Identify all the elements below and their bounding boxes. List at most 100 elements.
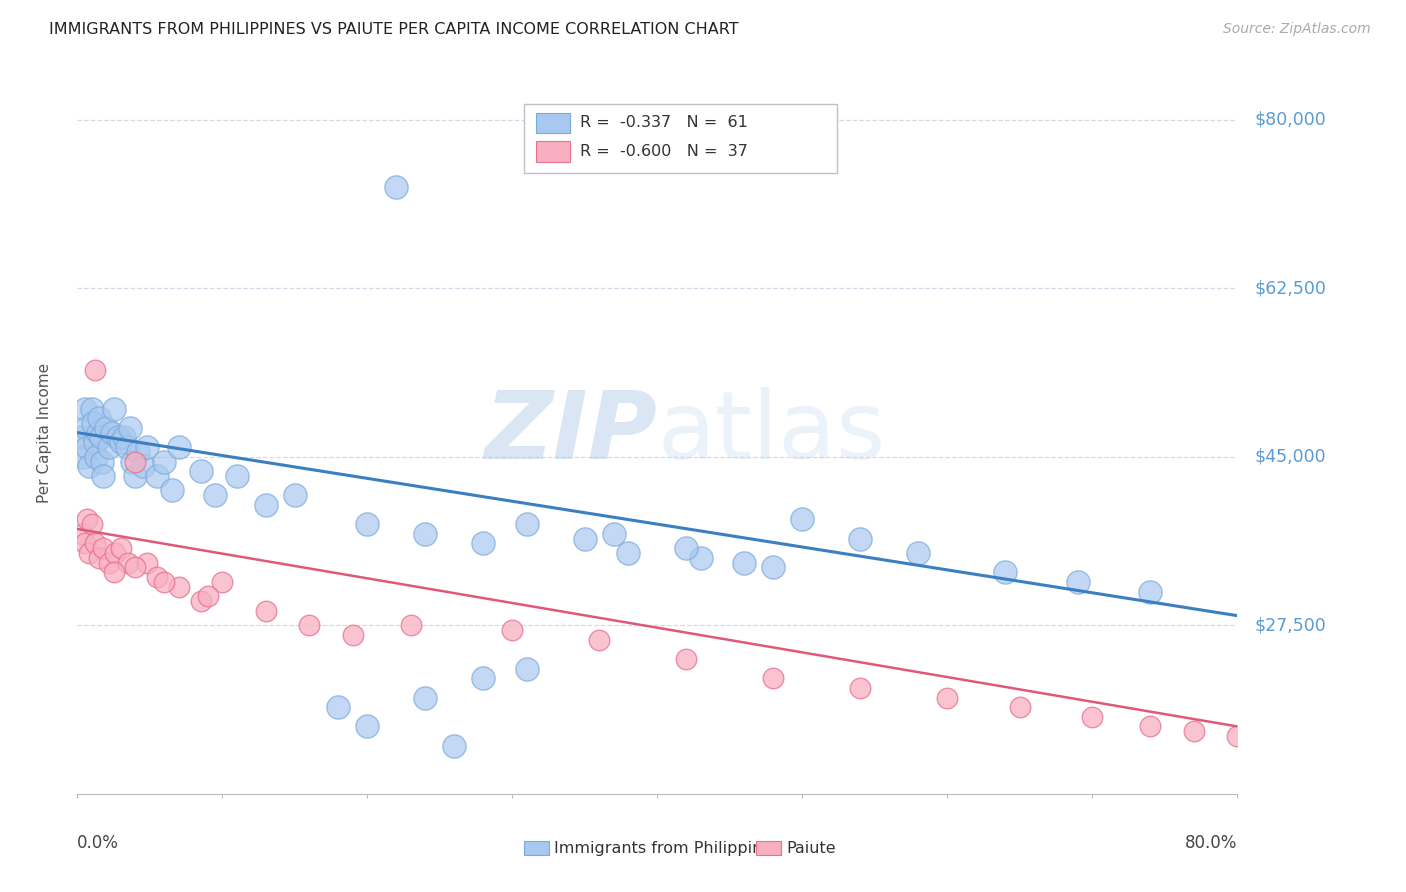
Point bbox=[91, 454, 114, 468]
Text: $80,000: $80,000 bbox=[1254, 111, 1326, 128]
Point bbox=[107, 430, 129, 444]
Point bbox=[574, 532, 596, 546]
Point bbox=[443, 739, 465, 753]
Point bbox=[1139, 719, 1161, 733]
Point bbox=[936, 690, 959, 705]
Point bbox=[501, 623, 523, 637]
Text: Source: ZipAtlas.com: Source: ZipAtlas.com bbox=[1223, 22, 1371, 37]
Point bbox=[87, 411, 110, 425]
Point bbox=[93, 541, 115, 556]
Point bbox=[131, 459, 153, 474]
Point bbox=[1081, 710, 1104, 724]
Point bbox=[1182, 724, 1205, 739]
Point bbox=[83, 536, 105, 550]
Text: R =  -0.600   N =  37: R = -0.600 N = 37 bbox=[579, 145, 748, 159]
Point bbox=[72, 450, 94, 464]
Point bbox=[516, 662, 538, 676]
Point bbox=[675, 652, 697, 666]
Point bbox=[112, 430, 135, 444]
Point bbox=[80, 401, 103, 416]
Point bbox=[76, 440, 98, 454]
Point bbox=[87, 550, 110, 565]
Text: $45,000: $45,000 bbox=[1254, 448, 1326, 466]
Point bbox=[136, 440, 159, 454]
Point bbox=[82, 416, 104, 430]
Point bbox=[98, 556, 121, 570]
Point bbox=[86, 425, 108, 440]
Point bbox=[254, 604, 277, 618]
Point bbox=[762, 560, 785, 574]
Point bbox=[80, 517, 103, 532]
Point bbox=[83, 363, 105, 377]
Point bbox=[190, 594, 212, 608]
Point bbox=[516, 517, 538, 532]
Point bbox=[994, 566, 1017, 580]
Point bbox=[254, 498, 277, 512]
Point bbox=[136, 556, 159, 570]
Point bbox=[70, 430, 93, 444]
Point bbox=[118, 421, 141, 435]
Point bbox=[385, 180, 408, 194]
Text: Per Capita Income: Per Capita Income bbox=[38, 362, 52, 503]
Point bbox=[103, 401, 125, 416]
Point bbox=[197, 590, 219, 604]
Point bbox=[127, 445, 149, 459]
Point bbox=[110, 541, 132, 556]
Point bbox=[167, 580, 190, 594]
Point bbox=[472, 671, 495, 685]
Point bbox=[160, 483, 183, 498]
Text: $62,500: $62,500 bbox=[1254, 279, 1326, 297]
Point bbox=[792, 512, 814, 526]
Point bbox=[70, 526, 93, 541]
Point bbox=[849, 681, 872, 695]
Point bbox=[603, 526, 626, 541]
Point bbox=[73, 536, 96, 550]
Point bbox=[849, 532, 872, 546]
Point bbox=[399, 618, 422, 632]
Text: Paiute: Paiute bbox=[786, 840, 835, 855]
FancyBboxPatch shape bbox=[524, 103, 837, 172]
Point bbox=[117, 556, 139, 570]
Point bbox=[121, 454, 143, 468]
Point bbox=[77, 546, 100, 560]
FancyBboxPatch shape bbox=[536, 142, 571, 161]
Point bbox=[204, 488, 226, 502]
Point bbox=[73, 401, 96, 416]
Point bbox=[1067, 574, 1090, 589]
Point bbox=[76, 512, 98, 526]
Point bbox=[84, 450, 107, 464]
Text: IMMIGRANTS FROM PHILIPPINES VS PAIUTE PER CAPITA INCOME CORRELATION CHART: IMMIGRANTS FROM PHILIPPINES VS PAIUTE PE… bbox=[49, 22, 738, 37]
Point bbox=[356, 517, 378, 532]
Point bbox=[146, 570, 169, 584]
Point bbox=[167, 440, 190, 454]
Point bbox=[413, 526, 436, 541]
Point bbox=[413, 690, 436, 705]
Point bbox=[124, 454, 146, 468]
Point bbox=[284, 488, 307, 502]
Point bbox=[124, 560, 146, 574]
Point bbox=[103, 566, 125, 580]
Bar bbox=[524, 841, 550, 855]
Point bbox=[153, 574, 176, 589]
Point bbox=[90, 430, 111, 444]
Point bbox=[110, 435, 132, 450]
Point bbox=[115, 440, 138, 454]
Point bbox=[907, 546, 929, 560]
Point bbox=[1008, 700, 1031, 714]
Point bbox=[356, 719, 378, 733]
Point bbox=[298, 618, 321, 632]
Text: ZIP: ZIP bbox=[485, 386, 658, 479]
Point bbox=[588, 632, 610, 647]
Text: atlas: atlas bbox=[658, 386, 886, 479]
Point bbox=[472, 536, 495, 550]
Point bbox=[617, 546, 640, 560]
Text: R =  -0.337   N =  61: R = -0.337 N = 61 bbox=[579, 115, 748, 130]
Point bbox=[104, 546, 127, 560]
Point bbox=[77, 459, 100, 474]
Point bbox=[75, 421, 97, 435]
Point bbox=[733, 556, 755, 570]
Point bbox=[83, 435, 105, 450]
Point bbox=[101, 425, 124, 440]
Point bbox=[153, 454, 176, 468]
Point bbox=[96, 421, 118, 435]
